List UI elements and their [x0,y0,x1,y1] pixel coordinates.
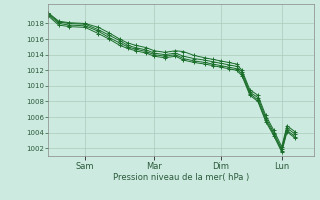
X-axis label: Pression niveau de la mer( hPa ): Pression niveau de la mer( hPa ) [113,173,249,182]
